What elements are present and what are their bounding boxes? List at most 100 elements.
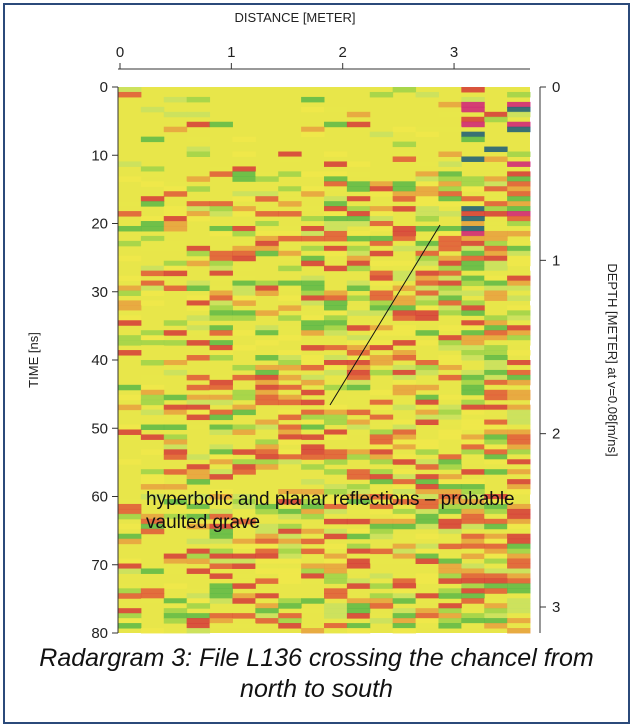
image-cell <box>163 469 188 475</box>
image-cell <box>369 245 394 252</box>
image-cell <box>438 409 462 416</box>
image-cell <box>324 201 348 207</box>
image-cell <box>118 568 142 574</box>
image-cell <box>232 424 256 430</box>
image-cell <box>507 340 531 346</box>
image-cell <box>324 290 348 296</box>
image-cell <box>438 280 462 287</box>
image-cell <box>461 96 485 103</box>
image-cell <box>118 161 142 167</box>
image-cell <box>255 503 279 510</box>
image-cell <box>118 404 142 411</box>
image-cell <box>232 176 256 182</box>
image-cell <box>461 156 485 162</box>
image-cell <box>369 389 394 396</box>
image-cell <box>346 216 371 222</box>
image-cell <box>461 389 485 396</box>
image-cell <box>369 275 394 282</box>
image-cell <box>507 176 531 182</box>
image-cell <box>301 503 325 510</box>
image-cell <box>346 603 371 609</box>
image-cell <box>484 379 508 386</box>
image-cell <box>255 196 279 202</box>
image-cell <box>438 568 462 574</box>
image-cell <box>186 325 211 331</box>
image-cell <box>186 523 211 530</box>
image-cell <box>301 126 325 133</box>
image-cell <box>392 518 417 525</box>
image-cell <box>415 255 439 262</box>
image-cell <box>163 404 188 411</box>
image-cell <box>209 295 233 301</box>
image-cell <box>415 171 439 177</box>
image-cell <box>461 87 485 93</box>
image-cell <box>461 116 485 123</box>
image-cell <box>278 335 302 341</box>
image-cell <box>507 320 531 326</box>
image-cell <box>484 518 508 525</box>
image-cell <box>209 618 233 624</box>
image-cell <box>118 593 142 599</box>
image-cell <box>392 578 417 584</box>
image-cell <box>209 513 233 520</box>
image-cell <box>461 335 485 341</box>
image-cell <box>346 563 371 569</box>
image-cell <box>392 141 417 148</box>
image-cell <box>461 374 485 381</box>
image-cell <box>507 364 531 371</box>
image-cell <box>392 399 417 406</box>
image-cell <box>163 330 188 336</box>
image-cell <box>507 379 531 386</box>
image-cell <box>369 414 394 421</box>
image-cell <box>346 280 371 287</box>
image-cell <box>461 409 485 416</box>
image-cell <box>507 603 531 609</box>
image-cell <box>301 290 325 296</box>
image-cell <box>415 196 439 202</box>
image-cell <box>301 225 325 232</box>
image-cell <box>461 211 485 217</box>
image-cell <box>461 518 485 525</box>
image-cell <box>369 503 394 510</box>
image-cell <box>484 221 508 227</box>
image-cell <box>461 369 485 376</box>
image-cell <box>324 196 348 202</box>
image-cell <box>209 523 233 530</box>
image-cell <box>186 503 211 510</box>
image-cell <box>346 608 371 614</box>
image-cell <box>209 409 233 416</box>
image-cell <box>324 350 348 356</box>
image-cell <box>278 578 302 584</box>
image-cell <box>346 409 371 416</box>
image-cell <box>484 498 508 505</box>
image-cell <box>278 186 302 192</box>
image-cell <box>507 489 531 495</box>
image-cell <box>415 330 439 336</box>
image-cell <box>255 464 279 470</box>
image-cell <box>186 494 211 500</box>
image-cell <box>484 494 508 500</box>
image-cell <box>118 315 142 321</box>
image-cell <box>324 325 348 331</box>
image-cell <box>392 245 417 252</box>
image-cell <box>507 216 531 222</box>
image-cell <box>140 434 165 440</box>
image-cell <box>278 563 302 569</box>
image-cell <box>301 310 325 316</box>
image-cell <box>415 533 439 540</box>
image-cell <box>346 394 371 401</box>
image-cell <box>186 469 211 475</box>
image-cell <box>507 171 531 177</box>
image-cell <box>346 196 371 202</box>
image-cell <box>140 335 165 341</box>
y-tick-label: 20 <box>91 216 108 233</box>
image-cell <box>255 558 279 565</box>
image-cell <box>324 216 348 222</box>
image-cell <box>484 464 508 470</box>
image-cell <box>346 623 371 629</box>
image-cell <box>232 315 256 321</box>
image-cell <box>209 444 233 450</box>
image-cell <box>438 563 462 569</box>
image-cell <box>186 464 211 470</box>
